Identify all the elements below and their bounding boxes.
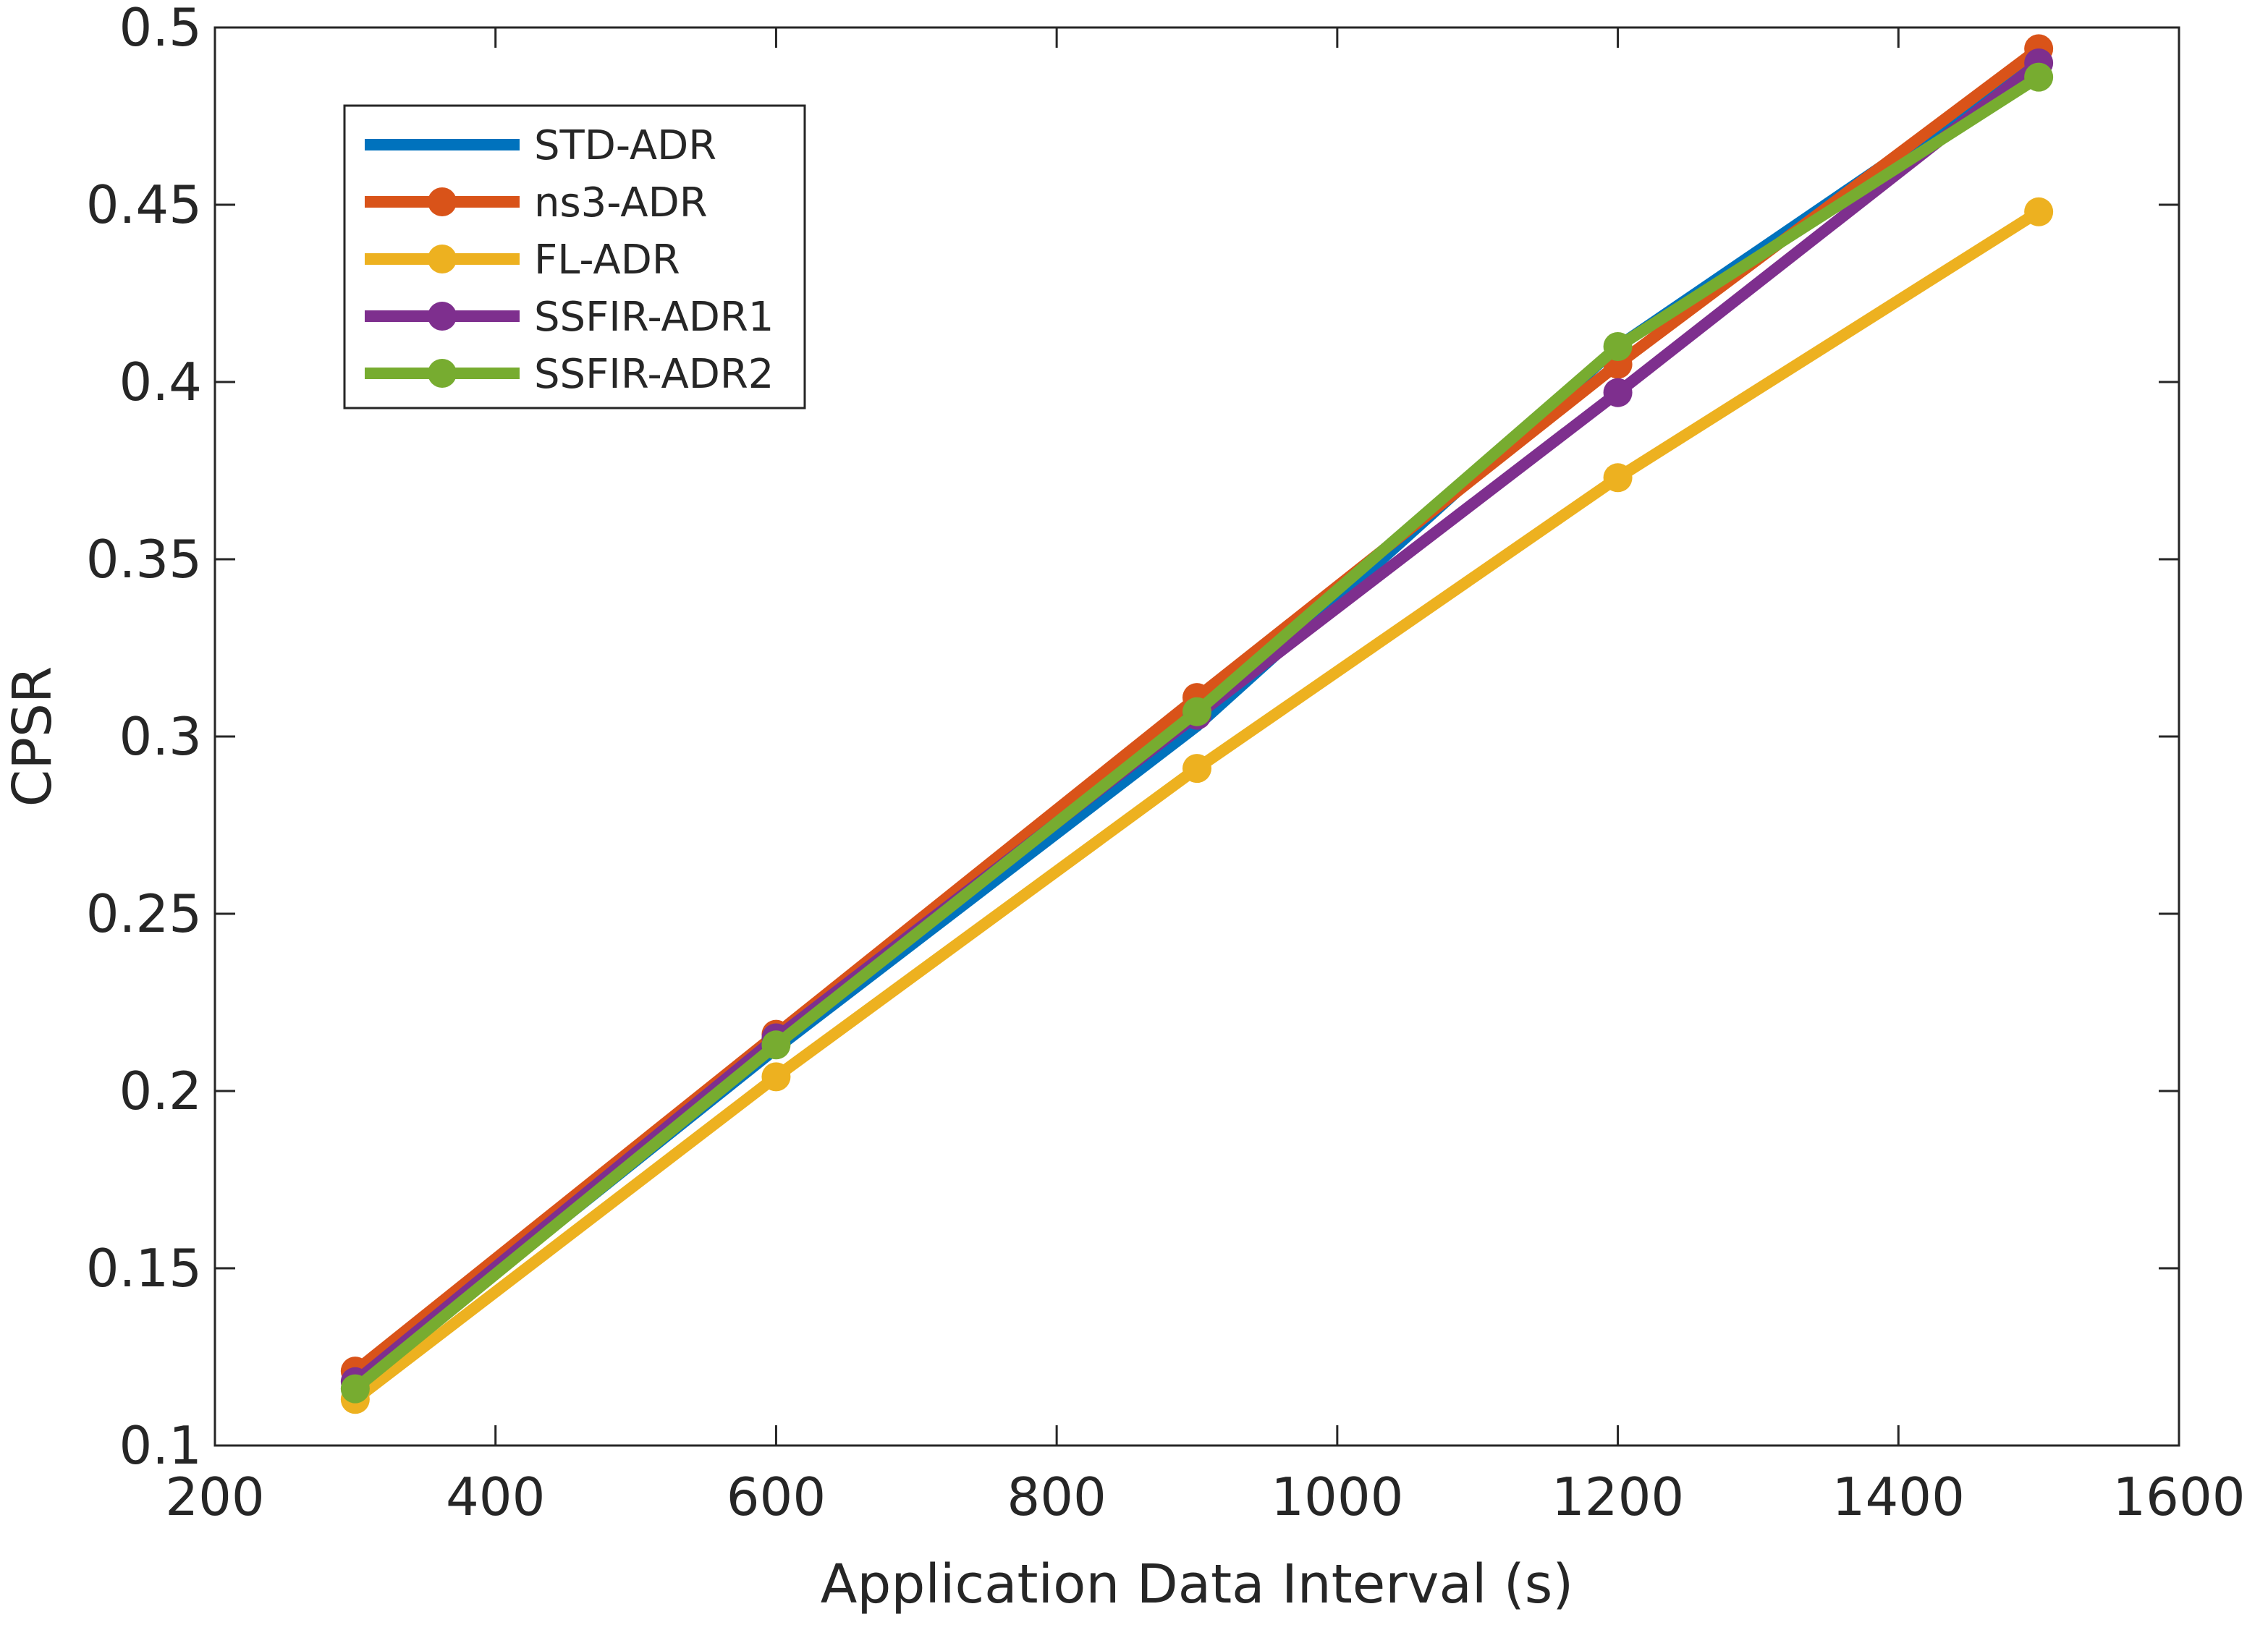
data-point bbox=[2024, 62, 2054, 92]
legend-item: STD-ADR bbox=[365, 122, 716, 169]
data-point bbox=[1603, 463, 1633, 493]
legend-item: SSFIR-ADR2 bbox=[365, 351, 774, 398]
x-tick-label: 800 bbox=[1007, 1466, 1106, 1527]
legend-label: STD-ADR bbox=[534, 122, 716, 169]
y-tick-label: 0.45 bbox=[86, 174, 202, 235]
x-tick-label: 1000 bbox=[1271, 1466, 1403, 1527]
data-point bbox=[761, 1030, 791, 1060]
data-point bbox=[1603, 332, 1633, 361]
series-ssfir-adr2 bbox=[340, 62, 2054, 1404]
x-tick-label: 200 bbox=[165, 1466, 264, 1527]
x-tick-label: 600 bbox=[727, 1466, 826, 1527]
legend-marker bbox=[428, 245, 457, 273]
axis-ticks: 200 400 600 800 1000 1200 1400 1600 0.1 0.15 0.2 0.… bbox=[86, 0, 2246, 1527]
legend: STD-ADR ns3-ADR FL-ADR SSFIR-ADR1 SSFIR-ADR2 bbox=[343, 104, 806, 409]
legend-label: ns3-ADR bbox=[534, 179, 708, 226]
legend-item: SSFIR-ADR1 bbox=[365, 294, 774, 341]
data-point bbox=[340, 1374, 370, 1404]
x-axis-title: Application Data Interval (s) bbox=[821, 1553, 1573, 1616]
x-tick-label: 1600 bbox=[2112, 1466, 2245, 1527]
y-tick-label: 0.3 bbox=[119, 706, 202, 767]
data-point bbox=[1603, 378, 1633, 407]
y-tick-label: 0.25 bbox=[86, 883, 202, 944]
legend-marker bbox=[428, 302, 457, 331]
y-axis-title: CPSR bbox=[1, 666, 64, 807]
data-point bbox=[2024, 197, 2054, 226]
legend-marker bbox=[428, 187, 457, 216]
y-tick-label: 0.1 bbox=[119, 1415, 202, 1476]
y-tick-label: 0.2 bbox=[119, 1061, 202, 1121]
legend-label: FL-ADR bbox=[534, 237, 680, 284]
data-point bbox=[761, 1062, 791, 1092]
legend-item: FL-ADR bbox=[365, 237, 680, 284]
legend-label: SSFIR-ADR2 bbox=[534, 351, 774, 398]
legend-item: ns3-ADR bbox=[365, 179, 708, 226]
data-point bbox=[1182, 754, 1211, 784]
plot-lines bbox=[340, 34, 2054, 1414]
y-tick-label: 0.15 bbox=[86, 1238, 202, 1299]
y-tick-label: 0.5 bbox=[119, 0, 202, 58]
data-point bbox=[1182, 697, 1211, 726]
legend-label: SSFIR-ADR1 bbox=[534, 294, 774, 341]
x-tick-label: 400 bbox=[446, 1466, 545, 1527]
x-tick-label: 1400 bbox=[1832, 1466, 1965, 1527]
y-tick-label: 0.4 bbox=[119, 352, 202, 412]
series-fl-adr bbox=[340, 197, 2054, 1414]
x-tick-label: 1200 bbox=[1552, 1466, 1684, 1527]
legend-marker bbox=[428, 359, 457, 388]
y-tick-label: 0.35 bbox=[86, 529, 202, 590]
